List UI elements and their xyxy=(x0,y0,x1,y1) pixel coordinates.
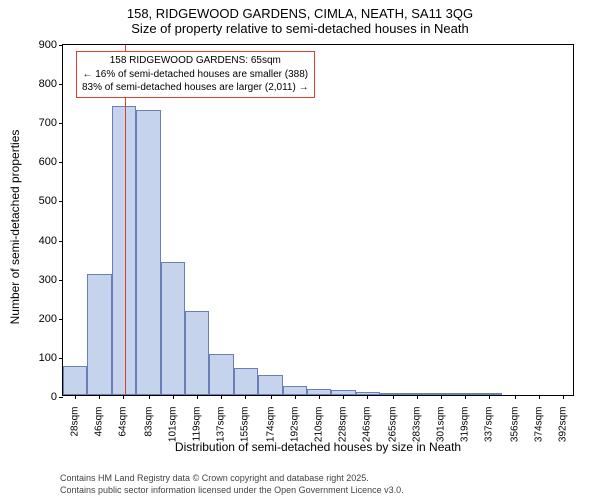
histogram-bar xyxy=(209,354,233,395)
y-tick-label: 900 xyxy=(39,39,57,51)
annotation-box: 158 RIDGEWOOD GARDENS: 65sqm← 16% of sem… xyxy=(76,51,315,98)
histogram-bar xyxy=(429,393,453,395)
x-tick-label: 265sqm xyxy=(387,407,398,443)
histogram-bar xyxy=(63,366,87,395)
x-tick-mark xyxy=(149,395,150,399)
x-tick-label: 64sqm xyxy=(118,407,129,437)
x-tick-mark xyxy=(99,395,100,399)
x-tick-label: 283sqm xyxy=(411,407,422,443)
plot-area: 010020030040050060070080090028sqm46sqm64… xyxy=(62,44,574,396)
x-tick-label: 101sqm xyxy=(167,407,178,443)
histogram-bar xyxy=(234,368,258,395)
x-tick-label: 356sqm xyxy=(509,407,520,443)
x-tick-mark xyxy=(343,395,344,399)
annotation-line: 83% of semi-detached houses are larger (… xyxy=(82,81,309,95)
y-axis-label: Number of semi-detached properties xyxy=(8,117,22,337)
x-tick-label: 192sqm xyxy=(289,407,300,443)
y-tick-label: 400 xyxy=(39,235,57,247)
histogram-bar xyxy=(307,389,331,395)
footer-line-1: Contains HM Land Registry data © Crown c… xyxy=(60,472,404,484)
histogram-bar xyxy=(380,393,404,395)
x-tick-mark xyxy=(441,395,442,399)
y-tick-mark xyxy=(59,319,63,320)
histogram-bar xyxy=(161,262,185,395)
y-tick-mark xyxy=(59,358,63,359)
y-tick-label: 0 xyxy=(51,391,57,403)
histogram-bar xyxy=(405,393,429,395)
property-marker-line xyxy=(125,45,126,395)
histogram-bar xyxy=(136,110,160,396)
y-tick-mark xyxy=(59,162,63,163)
x-tick-label: 174sqm xyxy=(265,407,276,443)
histogram-bar xyxy=(453,393,477,395)
x-tick-mark xyxy=(197,395,198,399)
x-tick-mark xyxy=(271,395,272,399)
x-tick-mark xyxy=(367,395,368,399)
chart-title-sub: Size of property relative to semi-detach… xyxy=(0,21,600,40)
footer-line-2: Contains public sector information licen… xyxy=(60,484,404,496)
y-tick-label: 600 xyxy=(39,156,57,168)
x-tick-mark xyxy=(465,395,466,399)
x-tick-mark xyxy=(319,395,320,399)
chart-container: 158, RIDGEWOOD GARDENS, CIMLA, NEATH, SA… xyxy=(0,0,600,500)
x-tick-label: 137sqm xyxy=(216,407,227,443)
x-tick-label: 392sqm xyxy=(557,407,568,443)
x-tick-mark xyxy=(123,395,124,399)
x-tick-mark xyxy=(173,395,174,399)
y-tick-label: 700 xyxy=(39,117,57,129)
x-tick-mark xyxy=(245,395,246,399)
x-tick-label: 210sqm xyxy=(314,407,325,443)
footer-attribution: Contains HM Land Registry data © Crown c… xyxy=(60,472,404,496)
histogram-bar xyxy=(331,390,355,395)
x-tick-label: 246sqm xyxy=(362,407,373,443)
histogram-bar xyxy=(478,393,502,395)
x-tick-label: 155sqm xyxy=(240,407,251,443)
y-tick-mark xyxy=(59,201,63,202)
x-tick-label: 46sqm xyxy=(94,407,105,437)
y-tick-mark xyxy=(59,241,63,242)
histogram-bar xyxy=(356,392,380,395)
x-tick-label: 119sqm xyxy=(192,407,203,442)
y-tick-label: 100 xyxy=(39,352,57,364)
y-tick-label: 500 xyxy=(39,195,57,207)
histogram-bar xyxy=(185,311,209,395)
x-tick-mark xyxy=(295,395,296,399)
x-tick-label: 83sqm xyxy=(143,407,154,437)
annotation-line: 158 RIDGEWOOD GARDENS: 65sqm xyxy=(82,54,309,68)
x-tick-label: 319sqm xyxy=(460,407,471,443)
histogram-bar xyxy=(258,375,282,395)
x-tick-mark xyxy=(417,395,418,399)
x-tick-label: 228sqm xyxy=(338,407,349,443)
x-tick-mark xyxy=(221,395,222,399)
y-tick-label: 200 xyxy=(39,313,57,325)
x-tick-label: 301sqm xyxy=(435,407,446,443)
x-axis-label: Distribution of semi-detached houses by … xyxy=(62,440,574,454)
y-tick-mark xyxy=(59,123,63,124)
x-tick-mark xyxy=(539,395,540,399)
x-tick-label: 28sqm xyxy=(70,407,81,437)
y-tick-mark xyxy=(59,397,63,398)
x-tick-label: 337sqm xyxy=(484,407,495,443)
x-tick-mark xyxy=(563,395,564,399)
annotation-line: ← 16% of semi-detached houses are smalle… xyxy=(82,68,309,82)
x-tick-mark xyxy=(489,395,490,399)
x-tick-label: 374sqm xyxy=(533,407,544,443)
y-tick-mark xyxy=(59,45,63,46)
x-tick-mark xyxy=(515,395,516,399)
y-tick-mark xyxy=(59,84,63,85)
y-tick-label: 300 xyxy=(39,274,57,286)
histogram-bar xyxy=(283,386,307,395)
x-tick-mark xyxy=(75,395,76,399)
x-tick-mark xyxy=(393,395,394,399)
y-tick-mark xyxy=(59,280,63,281)
histogram-bar xyxy=(87,274,111,395)
chart-title-main: 158, RIDGEWOOD GARDENS, CIMLA, NEATH, SA… xyxy=(0,0,600,21)
y-tick-label: 800 xyxy=(39,78,57,90)
